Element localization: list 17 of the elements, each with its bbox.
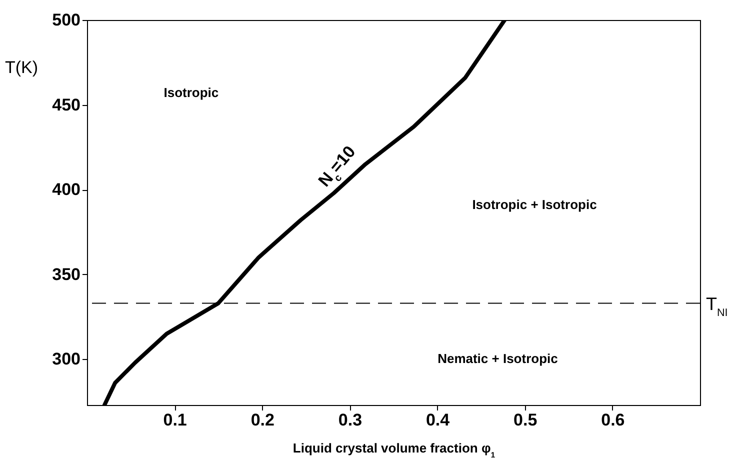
x-tick-label: 0.3: [338, 410, 362, 430]
annotation: Isotropic + Isotropic: [472, 196, 597, 212]
x-tick-label: 0.1: [163, 410, 187, 430]
y-tick-label: 450: [52, 95, 80, 114]
y-tick-label: 500: [52, 10, 80, 30]
x-axis-title: Liquid crystal volume fraction φ$_{1}$: [292, 440, 496, 459]
ref-line-label: T$_{NI}$: [706, 294, 728, 320]
annotation: Nematic + Isotropic: [438, 350, 558, 366]
y-tick-label: 400: [52, 180, 80, 200]
y-axis-title: T(K): [5, 58, 38, 77]
y-tick-label: 300: [52, 350, 80, 369]
annotation: Isotropic: [164, 85, 219, 100]
x-tick-label: 0.5: [514, 410, 538, 430]
x-tick-label: 0.6: [601, 410, 625, 430]
x-tick-label: 0.4: [426, 410, 450, 430]
y-tick-label: 350: [52, 264, 80, 284]
x-tick-label: 0.2: [250, 410, 274, 430]
